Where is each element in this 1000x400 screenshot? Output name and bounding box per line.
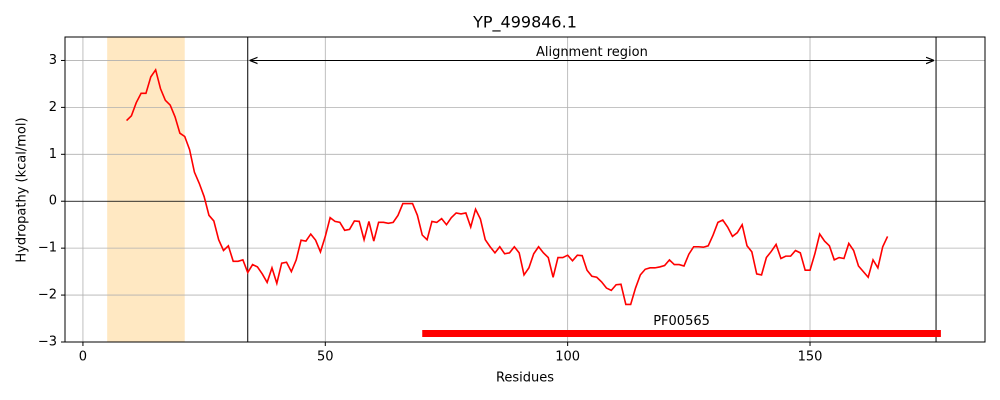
y-tick-label: −2 xyxy=(38,288,57,303)
domain-label: PF00565 xyxy=(653,314,710,329)
y-tick-label: 1 xyxy=(49,147,57,162)
highlight-region xyxy=(107,37,185,342)
x-tick-label: 0 xyxy=(79,350,87,365)
y-tick-label: −3 xyxy=(38,335,57,350)
y-tick-label: 3 xyxy=(49,53,57,68)
y-axis-label: Hydropathy (kcal/mol) xyxy=(15,117,30,262)
chart-title: YP_499846.1 xyxy=(472,13,577,33)
x-axis-label: Residues xyxy=(496,371,554,386)
plot-frame xyxy=(64,36,986,343)
x-tick-label: 50 xyxy=(317,350,334,365)
y-tick-label: −1 xyxy=(38,241,57,256)
x-tick-label: 150 xyxy=(798,350,823,365)
y-tick-label: 2 xyxy=(49,100,57,115)
hydropathy-line xyxy=(126,67,889,306)
alignment-label: Alignment region xyxy=(536,45,648,60)
x-tick-label: 100 xyxy=(555,350,580,365)
y-tick-label: 0 xyxy=(49,194,57,209)
